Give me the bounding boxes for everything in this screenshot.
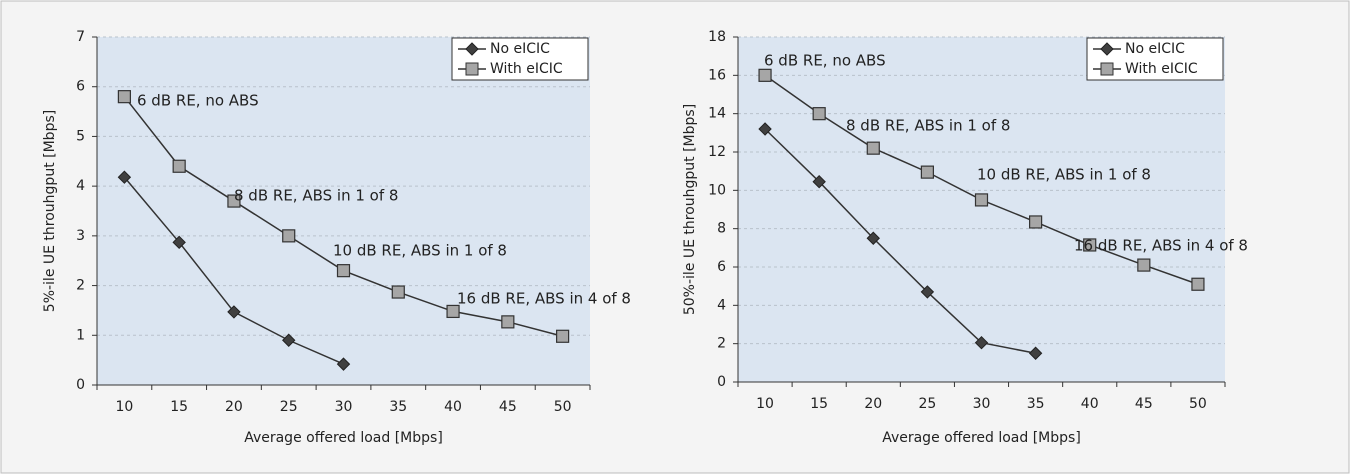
data-point: [1083, 238, 1097, 252]
x-tick-label: 25: [280, 399, 298, 415]
annotation: 8 dB RE, ABS in 1 of 8: [234, 187, 398, 205]
y-tick-label: 4: [717, 297, 726, 313]
x-tick-label: 10: [115, 399, 133, 415]
y-tick-label: 7: [76, 29, 85, 45]
y-tick-label: 0: [717, 374, 726, 390]
data-point: [920, 165, 934, 179]
data-point: [501, 315, 515, 329]
x-tick-label: 30: [335, 399, 353, 415]
data-point: [758, 68, 772, 82]
series-line: [764, 128, 1036, 354]
y-tick-label: 16: [708, 67, 726, 83]
data-point: [866, 141, 880, 155]
annotation: 10 dB RE, ABS in 1 of 8: [333, 242, 507, 260]
annotation: 16 dB RE, ABS in 4 of 8: [457, 290, 631, 308]
plot-area: [97, 37, 590, 385]
data-point: [227, 194, 241, 208]
data-point: [1028, 346, 1043, 360]
annotation: 8 dB RE, ABS in 1 of 8: [846, 117, 1010, 135]
x-tick-label: 35: [1027, 396, 1045, 412]
x-tick-label: 15: [810, 396, 828, 412]
data-point: [117, 170, 132, 184]
y-tick-label: 6: [76, 79, 85, 95]
data-point: [974, 336, 989, 350]
y-tick-label: 3: [76, 228, 85, 244]
y-axis-label: 50%-ile UE throuhgput [Mbps]: [682, 104, 698, 315]
plot-area: [738, 37, 1225, 382]
annotation: 6 dB RE, no ABS: [137, 92, 259, 110]
x-tick-label: 50: [1189, 396, 1207, 412]
data-point: [282, 333, 296, 347]
data-point: [172, 235, 186, 250]
x-tick-label: 15: [170, 399, 188, 415]
data-point: [556, 329, 570, 343]
data-point: [391, 285, 405, 299]
x-tick-label: 45: [499, 399, 517, 415]
annotation: 10 dB RE, ABS in 1 of 8: [977, 166, 1151, 184]
x-tick-label: 10: [756, 396, 774, 412]
data-point: [812, 175, 826, 189]
legend-label: No eICIC: [490, 41, 550, 57]
y-tick-label: 5: [76, 128, 85, 144]
x-tick-label: 40: [444, 399, 462, 415]
y-tick-label: 8: [717, 221, 726, 237]
y-tick-label: 14: [708, 106, 726, 122]
y-tick-label: 10: [708, 182, 726, 198]
y-axis-label: 5%-ile UE throuhgput [Mbps]: [42, 110, 58, 312]
y-tick-label: 6: [717, 259, 726, 275]
x-axis-label: Average offered load [Mbps]: [882, 430, 1081, 446]
data-point: [812, 107, 826, 121]
y-tick-label: 12: [708, 144, 726, 160]
data-point: [866, 231, 880, 245]
data-point: [446, 304, 460, 319]
y-tick-label: 0: [76, 377, 85, 393]
x-tick-label: 50: [554, 399, 572, 415]
legend-label: With eICIC: [490, 61, 563, 77]
y-tick-label: 2: [717, 336, 726, 352]
data-point: [920, 285, 935, 299]
legend-label: No eICIC: [1125, 41, 1185, 57]
x-tick-label: 20: [864, 396, 882, 412]
x-tick-label: 45: [1135, 396, 1153, 412]
y-tick-label: 1: [76, 327, 85, 343]
data-point: [1137, 258, 1151, 272]
x-tick-label: 20: [225, 399, 243, 415]
annotation: 16 dB RE, ABS in 4 of 8: [1074, 237, 1248, 255]
data-point: [758, 122, 772, 136]
y-tick-label: 18: [708, 29, 726, 45]
x-tick-label: 30: [973, 396, 991, 412]
data-point: [336, 264, 351, 278]
legend-marker: [465, 42, 479, 56]
legend-marker: [1100, 42, 1114, 56]
data-point: [282, 229, 296, 243]
data-point: [336, 357, 351, 371]
data-point: [227, 305, 241, 319]
legend-marker: [465, 62, 479, 76]
legend-marker: [1100, 62, 1114, 76]
data-point: [172, 159, 186, 173]
data-point: [117, 90, 131, 104]
x-tick-label: 25: [918, 396, 936, 412]
data-point: [1029, 215, 1043, 229]
x-tick-label: 40: [1081, 396, 1099, 412]
x-axis-label: Average offered load [Mbps]: [244, 430, 443, 446]
annotation: 6 dB RE, no ABS: [764, 52, 886, 70]
legend-label: With eICIC: [1125, 61, 1198, 77]
data-point: [974, 193, 989, 207]
x-tick-label: 35: [389, 399, 407, 415]
data-point: [1191, 277, 1205, 291]
y-tick-label: 4: [76, 178, 85, 194]
y-tick-label: 2: [76, 278, 85, 294]
